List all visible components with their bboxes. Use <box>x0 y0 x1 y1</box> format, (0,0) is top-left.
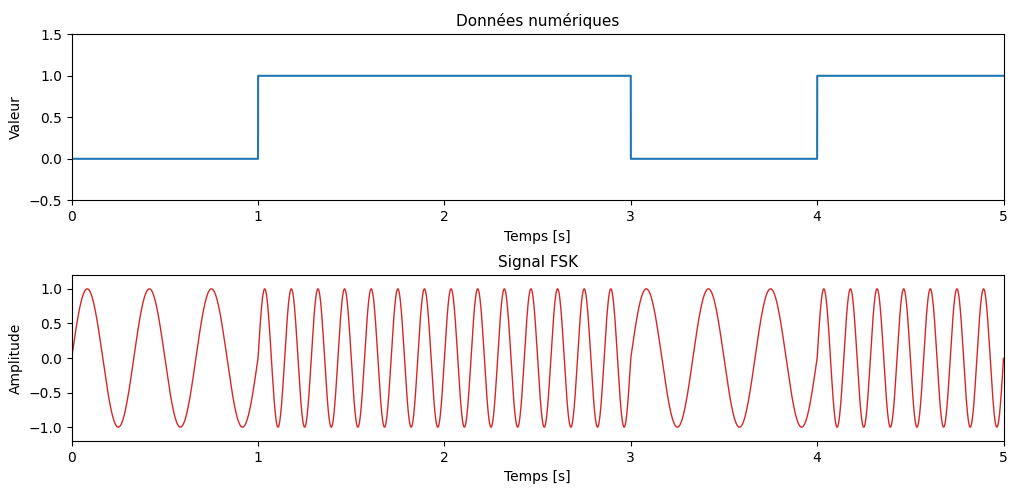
Y-axis label: Amplitude: Amplitude <box>9 322 23 393</box>
Title: Données numériques: Données numériques <box>456 13 620 29</box>
X-axis label: Temps [s]: Temps [s] <box>504 470 571 484</box>
Title: Signal FSK: Signal FSK <box>498 255 578 270</box>
Y-axis label: Valeur: Valeur <box>9 96 23 139</box>
X-axis label: Temps [s]: Temps [s] <box>504 230 571 244</box>
